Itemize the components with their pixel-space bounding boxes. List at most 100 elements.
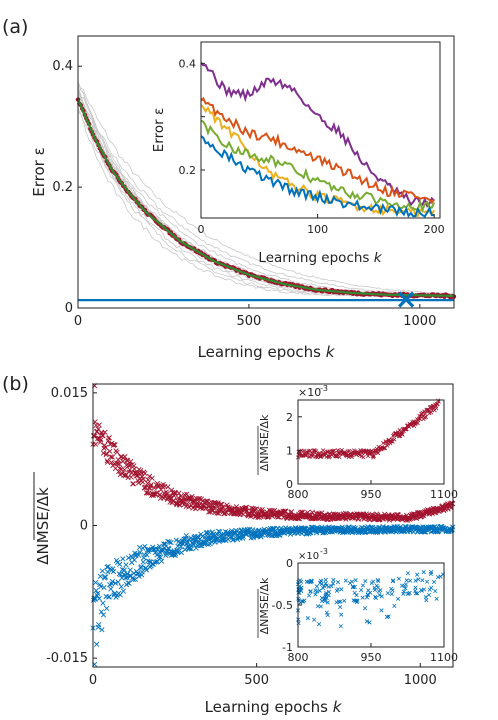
chart-b-main-ylabel: ΔNMSE/Δk <box>33 472 52 565</box>
inset-red-point <box>330 448 336 454</box>
b-main-ytick-label: -0.015 <box>46 651 88 666</box>
inset-series-1 <box>200 96 436 205</box>
b-inset-bottom-xtick-label: 800 <box>288 651 309 664</box>
inset-blue-point <box>363 579 368 584</box>
blue-point <box>137 549 143 555</box>
b-inset-bottom-xtick-label: 950 <box>361 651 382 664</box>
inset-blue-point <box>408 578 413 583</box>
blue-point <box>182 546 188 553</box>
inset-red-point <box>361 455 366 460</box>
inset-blue-point <box>299 585 304 590</box>
inset-blue-point <box>426 592 432 598</box>
red-point <box>106 435 112 441</box>
inset-blue-point <box>396 596 401 601</box>
red-point <box>213 500 219 506</box>
red-point <box>108 459 114 466</box>
inset-blue-point <box>362 606 368 611</box>
inset-blue-point <box>379 594 384 599</box>
inset-blue-point <box>396 576 401 581</box>
blue-point <box>217 529 223 535</box>
chart-b-inset-top-ticks: 800 950 1100 0 1 2 <box>286 411 458 501</box>
chart-a-main-ylabel: Error ε <box>30 147 48 196</box>
blue-point <box>96 595 102 602</box>
inset-blue-point <box>323 594 328 599</box>
chart-b-inset-top-bg <box>298 400 444 484</box>
red-point <box>215 500 221 506</box>
chart-b-inset-top: 800 950 1100 0 1 2 ×10 -3 ΔNMSE/Δk <box>257 384 458 501</box>
inset-blue-point <box>326 589 331 594</box>
inset-blue-point <box>338 604 343 610</box>
b-inset-bottom-ytick-label: -0.5 <box>272 599 293 612</box>
blue-point <box>138 565 144 571</box>
chart-b-inset-bottom-ylabel-text: ΔNMSE/Δk <box>258 577 271 634</box>
blue-point <box>100 600 106 606</box>
chart-a-inset: 0 100 200 0.2 0.4 Learning epochs k Error ε <box>151 41 445 266</box>
inset-blue-point <box>413 578 418 583</box>
inset-red-point <box>337 454 342 460</box>
chart-a-inset-frame <box>200 41 441 219</box>
blue-point <box>154 558 161 565</box>
panel-label-b: (b) <box>2 373 29 395</box>
inset-blue-point <box>312 617 317 622</box>
red-point <box>145 490 152 496</box>
red-point <box>203 498 209 505</box>
inset-blue-point <box>416 577 421 582</box>
inset-blue-point <box>298 600 303 605</box>
blue-point <box>150 544 156 550</box>
red-point <box>341 514 347 520</box>
blue-point <box>121 567 128 573</box>
blue-point <box>250 527 256 533</box>
blue-point <box>168 539 174 546</box>
blue-point <box>231 530 237 537</box>
inset-red-point <box>435 401 440 406</box>
chart-b-main-ylabel-text: ΔNMSE/Δk <box>34 487 52 565</box>
inset-blue-point <box>343 578 348 583</box>
a-main-xtick-label: 0 <box>74 314 82 329</box>
inset-blue-point <box>431 579 437 585</box>
red-point <box>116 461 122 467</box>
blue-point <box>106 594 112 600</box>
inset-red-point <box>370 454 375 459</box>
blue-point <box>131 557 137 563</box>
inset-red-point <box>381 441 386 446</box>
inset-red-point <box>325 449 330 454</box>
red-point <box>114 461 121 467</box>
inset-blue-point <box>323 577 328 582</box>
inset-blue-point <box>350 584 356 589</box>
chart-b-inset-bottom-exponent: ×10 <box>298 551 319 562</box>
blue-point <box>195 533 201 540</box>
inset-red-point <box>371 453 377 459</box>
inset-blue-point <box>370 579 376 584</box>
blue-point <box>95 590 101 597</box>
gray-trace <box>77 81 453 295</box>
red-point <box>100 432 106 439</box>
inset-blue-point <box>309 579 314 584</box>
blue-point <box>102 574 109 580</box>
red-point <box>102 429 108 435</box>
blue-point <box>97 573 103 580</box>
blue-point <box>98 609 104 615</box>
red-point <box>122 453 128 460</box>
red-point <box>247 513 254 520</box>
inset-blue-point <box>373 594 378 599</box>
blue-point <box>135 552 142 558</box>
inset-blue-point <box>321 584 327 589</box>
blue-point <box>120 556 126 562</box>
inset-blue-point <box>377 592 382 598</box>
blue-point <box>122 575 129 581</box>
inset-blue-point <box>298 587 303 592</box>
b-inset-bottom-ytick-label: 0 <box>286 557 293 570</box>
gray-trace <box>77 86 453 296</box>
inset-blue-point <box>420 578 425 583</box>
blue-point <box>143 567 150 573</box>
a-inset-xtick-label: 200 <box>424 223 445 236</box>
inset-blue-point <box>403 586 408 591</box>
inset-blue-point <box>434 596 439 601</box>
inset-blue-point <box>389 592 394 597</box>
b-main-xtick-label: 0 <box>89 673 97 688</box>
inset-blue-point <box>339 612 344 617</box>
inset-red-point <box>415 421 420 426</box>
chart-b-inset-top-data <box>295 398 441 460</box>
